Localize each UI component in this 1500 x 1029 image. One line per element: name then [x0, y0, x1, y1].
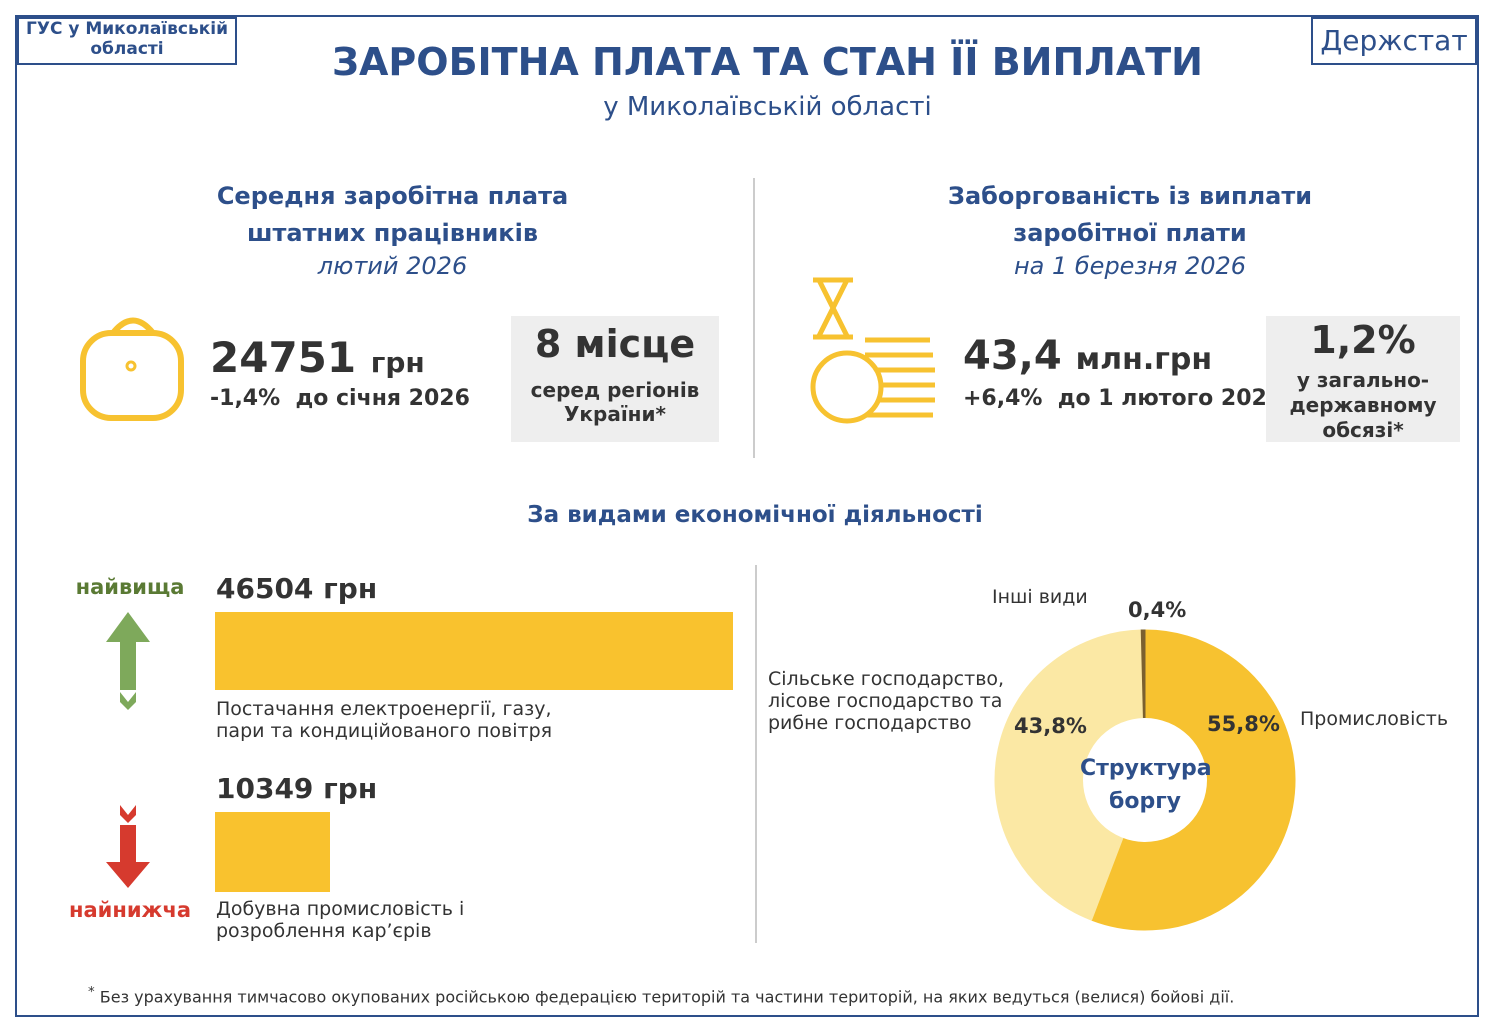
category-label: Промисловість	[1300, 708, 1449, 730]
unit: млн.грн	[1075, 342, 1213, 377]
value-label: 0,4%	[1128, 598, 1187, 622]
rank-box	[511, 316, 719, 442]
debt-period: на 1 березня 2026	[1013, 252, 1247, 280]
highest-label: найвища	[75, 575, 185, 599]
coins-icon	[810, 277, 935, 424]
lowest-label: найнижча	[68, 898, 192, 922]
salary-value: 24751 грн	[210, 333, 425, 382]
amount-label: 46504 грн	[216, 572, 378, 605]
activity-name: Добувна промисловість і розроблення кар’…	[216, 898, 465, 942]
salary-change: -1,4% до січня 2026	[210, 386, 470, 411]
subtitle: у Миколаївській області	[603, 92, 932, 122]
chart-title: Структура боргу	[1080, 756, 1212, 814]
debt-value: 43,4 млн.грн	[963, 333, 1212, 379]
value-label: 55,8%	[1207, 712, 1280, 736]
frame	[15, 15, 1479, 1017]
donut-hole	[1083, 718, 1207, 842]
salary-period: лютий 2026	[317, 252, 468, 280]
purse-icon	[80, 317, 184, 421]
value-label: 43,8%	[1014, 714, 1087, 738]
activity-name: Постачання електроенергії, газу, пари та…	[216, 698, 553, 742]
footnote-text: Без урахування тимчасово окупованих росі…	[99, 987, 1235, 1007]
rank-note: серед регіонів України*	[530, 378, 700, 426]
arrows	[106, 612, 150, 888]
category-label: Інші види	[992, 586, 1088, 608]
divider	[753, 178, 755, 458]
amount-label: 10349 грн	[216, 772, 378, 805]
category-label: Сільське господарство, лісове господарст…	[768, 668, 1005, 734]
rank: 8 місце	[534, 322, 696, 366]
footnote: * Без урахування тимчасово окупованих ро…	[88, 985, 1235, 1007]
title: ЗАРОБІТНА ПЛАТА ТА СТАН ЇЇ ВИПЛАТИ	[332, 40, 1203, 84]
divider	[755, 565, 757, 943]
badge: ГУС у Миколаївській області	[17, 17, 237, 65]
debt-heading: Заборгованість із виплати заробітної пла…	[947, 182, 1313, 247]
logo: Держстат	[1311, 17, 1477, 65]
salary-heading: Середня заробітна плата штатних працівни…	[216, 182, 569, 247]
bar	[215, 612, 733, 690]
donut-chart	[994, 629, 1296, 931]
section-heading: За видами економічної діяльності	[527, 502, 983, 528]
share: 1,2%	[1310, 318, 1416, 362]
bar	[215, 812, 331, 892]
value: 43,4	[963, 333, 1062, 379]
share-note: у загально-державному обсязі*	[1289, 368, 1437, 442]
unit: грн	[370, 346, 425, 379]
share-box	[1266, 316, 1460, 442]
debt-change: +6,4% до 1 лютого 2026	[963, 386, 1283, 411]
value: 24751	[210, 333, 357, 382]
